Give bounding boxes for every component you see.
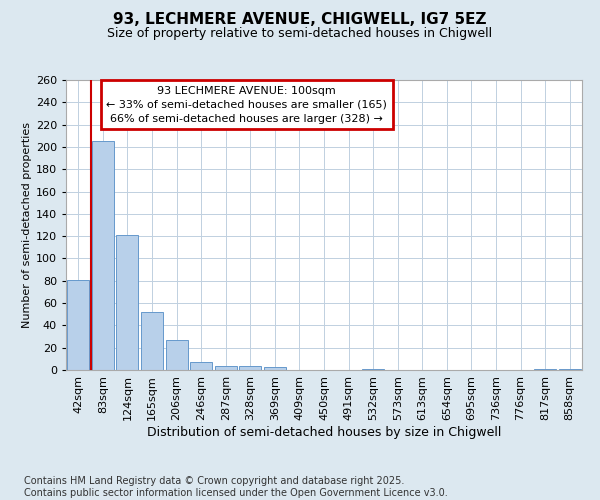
Bar xyxy=(264,366,286,370)
Bar xyxy=(67,280,89,370)
Bar xyxy=(362,369,384,370)
Bar xyxy=(239,366,262,370)
Bar xyxy=(215,366,237,370)
Bar xyxy=(116,235,139,370)
Text: 93 LECHMERE AVENUE: 100sqm
← 33% of semi-detached houses are smaller (165)
66% o: 93 LECHMERE AVENUE: 100sqm ← 33% of semi… xyxy=(106,86,387,124)
Bar xyxy=(190,362,212,370)
Bar xyxy=(92,142,114,370)
Bar xyxy=(166,340,188,370)
Bar xyxy=(534,369,556,370)
Text: Contains HM Land Registry data © Crown copyright and database right 2025.
Contai: Contains HM Land Registry data © Crown c… xyxy=(24,476,448,498)
Text: Size of property relative to semi-detached houses in Chigwell: Size of property relative to semi-detach… xyxy=(107,28,493,40)
Y-axis label: Number of semi-detached properties: Number of semi-detached properties xyxy=(22,122,32,328)
Bar xyxy=(559,369,581,370)
Text: 93, LECHMERE AVENUE, CHIGWELL, IG7 5EZ: 93, LECHMERE AVENUE, CHIGWELL, IG7 5EZ xyxy=(113,12,487,28)
Bar xyxy=(141,312,163,370)
X-axis label: Distribution of semi-detached houses by size in Chigwell: Distribution of semi-detached houses by … xyxy=(147,426,501,438)
